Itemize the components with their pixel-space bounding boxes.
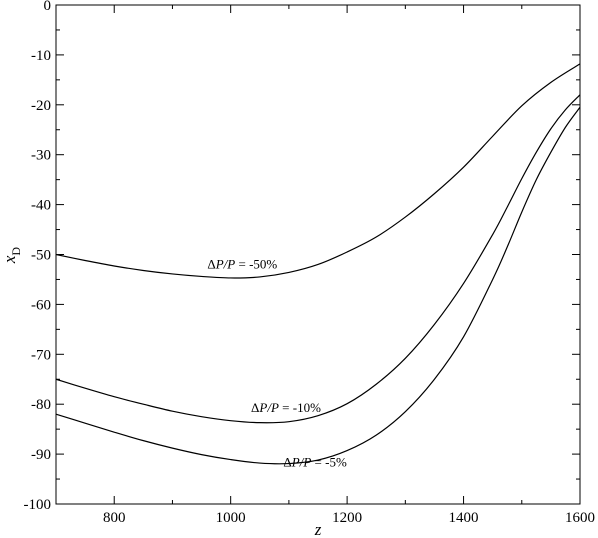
axis-ticks — [55, 4, 581, 505]
series-label-part: Δ — [283, 455, 291, 470]
curves — [55, 63, 581, 465]
y-tick-label: -10 — [31, 48, 51, 64]
x-axis-label: z — [314, 520, 322, 538]
series-label-part: / — [223, 256, 229, 271]
x-tick-label: 1000 — [216, 510, 246, 526]
series-label-0: ΔP/P = -50% — [207, 256, 277, 271]
y-axis-label-sub: D — [9, 247, 23, 256]
y-axis-label-main: x — [0, 255, 19, 264]
series-line-0 — [55, 63, 581, 279]
series-label-part: P — [302, 455, 311, 470]
x-tick-label: 1400 — [449, 510, 479, 526]
series-label-part: P — [270, 400, 279, 415]
y-tick-label: -40 — [31, 198, 51, 214]
y-tick-label: 0 — [44, 0, 52, 14]
series-label-part: = -10% — [279, 400, 321, 415]
curve-labels: ΔP/P = -50%ΔP/P = -10%ΔP/P = -5% — [207, 256, 347, 469]
y-tick-label: -30 — [31, 148, 51, 164]
series-label-part: / — [266, 400, 272, 415]
series-label-part: / — [299, 455, 305, 470]
tick-labels: 800 1000 1200 1400 1600 0 -10 -20 -30 -40 -50 -60 -7… — [24, 0, 596, 526]
plot-frame — [55, 4, 581, 505]
series-label-1: ΔP/P = -10% — [251, 400, 321, 415]
series-label-part: P — [291, 455, 300, 470]
y-tick-label: -70 — [31, 347, 51, 363]
y-tick-label: -20 — [31, 98, 51, 114]
y-tick-label: -90 — [31, 447, 51, 463]
x-tick-label: 1600 — [565, 510, 595, 526]
x-tick-label: 800 — [103, 510, 126, 526]
series-label-part: P — [215, 256, 224, 271]
series-label-part: Δ — [251, 400, 259, 415]
series-label-2: ΔP/P = -5% — [283, 455, 347, 470]
y-tick-label: -60 — [31, 297, 51, 313]
series-line-1 — [55, 94, 581, 424]
series-label-part: P — [258, 400, 267, 415]
y-tick-label: -50 — [31, 248, 51, 264]
y-tick-label: -100 — [24, 497, 52, 513]
series-label-part: = -5% — [311, 455, 347, 470]
y-tick-label: -80 — [31, 397, 51, 413]
series-label-part: Δ — [207, 256, 215, 271]
series-label-part: P — [226, 256, 235, 271]
series-label-part: = -50% — [235, 256, 277, 271]
x-tick-label: 1200 — [332, 510, 362, 526]
svg-text:xD: xD — [0, 247, 23, 265]
series-line-2 — [55, 106, 581, 465]
y-axis-label: xD — [0, 247, 23, 265]
